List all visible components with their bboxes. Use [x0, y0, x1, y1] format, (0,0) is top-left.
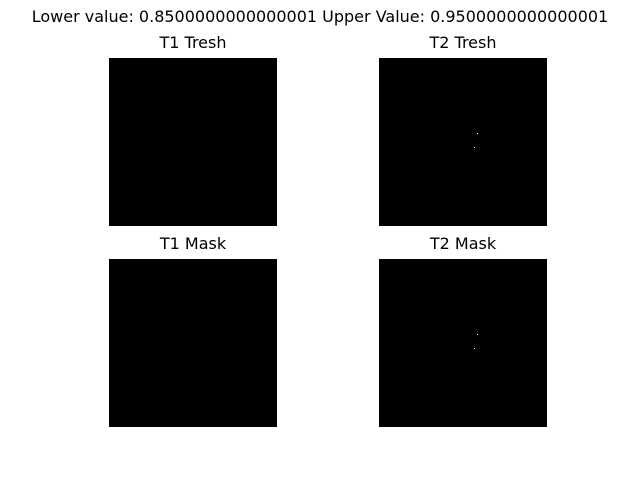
bright-speck — [474, 348, 475, 349]
panel-title-t2-tresh: T2 Tresh — [429, 33, 497, 52]
panel-title-t2-mask: T2 Mask — [429, 234, 497, 253]
image-panel-t1-tresh — [109, 58, 277, 226]
figure-suptitle: Lower value: 0.8500000000000001 Upper Va… — [31, 7, 609, 26]
bright-speck — [474, 147, 475, 148]
image-panel-t2-tresh — [379, 58, 547, 226]
panel-title-t1-tresh: T1 Tresh — [159, 33, 227, 52]
bright-speck — [477, 334, 478, 335]
panel-title-t1-mask: T1 Mask — [159, 234, 227, 253]
bright-speck — [477, 133, 478, 134]
image-panel-t1-mask — [109, 259, 277, 427]
image-panel-t2-mask — [379, 259, 547, 427]
